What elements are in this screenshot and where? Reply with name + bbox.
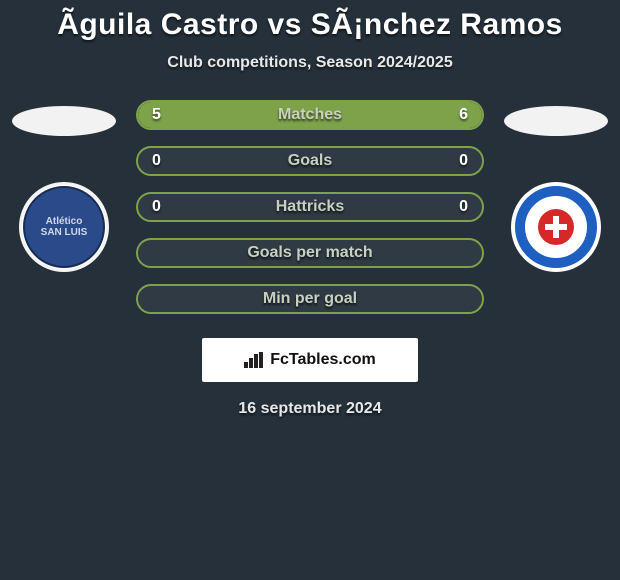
stat-bar: 56Matches [136, 100, 484, 130]
layout-row: AtléticoSAN LUIS 56Matches 00Goals 00Hattr… [0, 100, 620, 418]
crest-cross-icon [545, 216, 567, 238]
stat-bar: Min per goal [136, 284, 484, 314]
right-column [500, 100, 620, 272]
stat-label: Hattricks [138, 198, 482, 216]
crest-inner: AtléticoSAN LUIS [23, 186, 105, 268]
stat-label: Goals per match [138, 244, 482, 262]
branding-box[interactable]: FcTables.com [202, 338, 418, 382]
date-text: 16 september 2024 [238, 400, 381, 418]
crest-text: AtléticoSAN LUIS [41, 216, 88, 238]
player-photo-left-placeholder [12, 106, 116, 136]
branding-text: FcTables.com [270, 351, 376, 369]
stat-label: Goals [138, 152, 482, 170]
page-title: Ãguila Castro vs SÃ¡nchez Ramos [0, 8, 620, 42]
comparison-card: Ãguila Castro vs SÃ¡nchez Ramos Club com… [0, 0, 620, 418]
bar-chart-icon [244, 352, 264, 368]
stat-label: Min per goal [138, 290, 482, 308]
subtitle: Club competitions, Season 2024/2025 [0, 54, 620, 72]
club-crest-left: AtléticoSAN LUIS [19, 182, 109, 272]
stat-bar: 00Hattricks [136, 192, 484, 222]
player-photo-right-placeholder [504, 106, 608, 136]
stat-bar: Goals per match [136, 238, 484, 268]
stat-bar: 00Goals [136, 146, 484, 176]
left-column: AtléticoSAN LUIS [0, 100, 120, 272]
stat-label: Matches [138, 106, 482, 124]
crest-center [538, 209, 574, 245]
stats-column: 56Matches 00Goals 00Hattricks Goals per mat… [120, 100, 500, 418]
club-crest-right [511, 182, 601, 272]
